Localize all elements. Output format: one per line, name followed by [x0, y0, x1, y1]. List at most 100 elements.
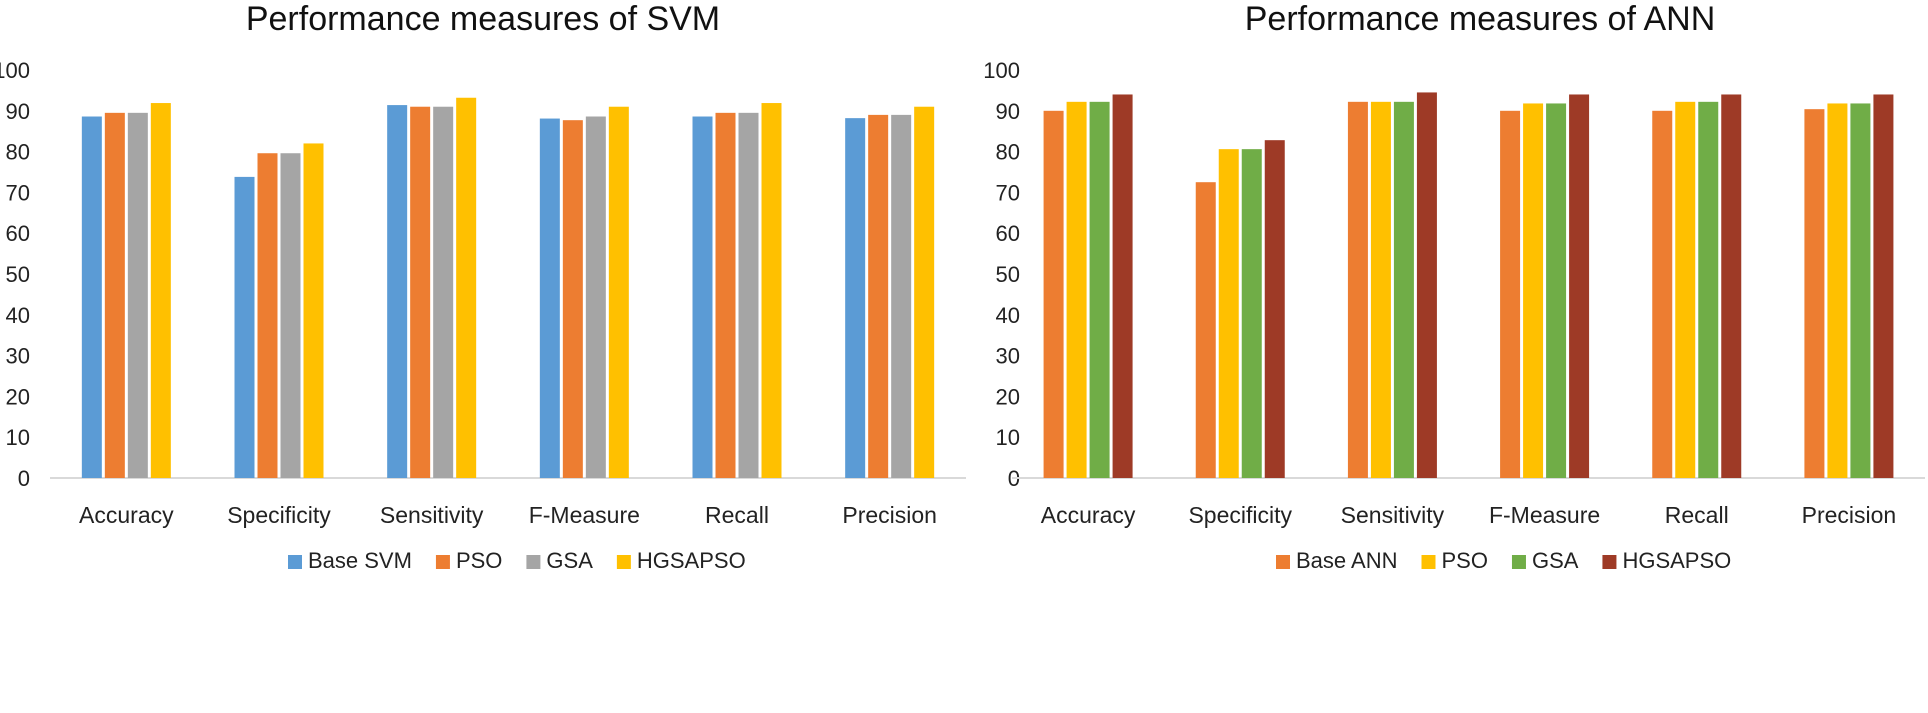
bar-gsa-sensitivity — [1393, 101, 1414, 478]
bar-pso-accuracy — [104, 112, 125, 478]
bar-gsa-precision — [891, 114, 912, 478]
y-tick-label: 0 — [18, 466, 30, 491]
legend: Base ANN PSO GSA HGSAPSO — [1276, 548, 1731, 573]
bar-pso-sensitivity — [1370, 101, 1391, 478]
bar-base-svm-precision — [845, 118, 866, 479]
bar-pso-sensitivity — [410, 106, 431, 478]
bar-base-ann-f-measure — [1500, 110, 1521, 479]
legend-label: HGSAPSO — [637, 548, 746, 573]
y-tick-label: 70 — [6, 180, 30, 205]
bar-gsa-specificity — [1241, 149, 1262, 479]
y-tick-label: 70 — [996, 180, 1020, 205]
legend-swatch — [1511, 555, 1526, 569]
y-tick-label: 20 — [996, 384, 1020, 409]
legend-label: HGSAPSO — [1622, 548, 1731, 573]
bar-hgsapso-precision — [914, 106, 935, 478]
y-tick-label: 80 — [996, 140, 1020, 165]
x-tick-label: Accuracy — [1041, 502, 1136, 528]
bar-pso-recall — [715, 112, 736, 478]
bar-base-svm-f-measure — [539, 118, 560, 478]
y-tick-label: 100 — [983, 58, 1020, 83]
bar-hgsapso-recall — [1721, 94, 1742, 478]
bar-gsa-f-measure — [1546, 103, 1567, 479]
bar-hgsapso-accuracy — [150, 103, 171, 478]
x-tick-label: F-Measure — [1489, 502, 1600, 528]
legend: Base SVM PSO GSA HGSAPSO — [288, 548, 746, 573]
chart-title: Performance measures of SVM — [246, 0, 720, 38]
bar-pso-precision — [868, 114, 889, 478]
legend-swatch — [526, 555, 541, 569]
bar-base-ann-sensitivity — [1347, 101, 1368, 478]
legend-swatch — [1276, 555, 1290, 569]
bar-base-ann-recall — [1652, 110, 1673, 479]
bar-gsa-accuracy — [1089, 101, 1110, 478]
y-tick-label: 30 — [6, 344, 30, 369]
y-tick-label: 30 — [996, 344, 1020, 369]
bar-gsa-accuracy — [127, 112, 148, 478]
bar-pso-f-measure — [1523, 103, 1544, 479]
y-tick-label: 10 — [6, 425, 30, 450]
bar-hgsapso-sensitivity — [456, 97, 477, 478]
y-tick-label: 50 — [6, 262, 30, 287]
bar-pso-precision — [1827, 103, 1848, 479]
y-tick-label: 20 — [6, 384, 30, 409]
x-tick-label: Sensitivity — [1341, 502, 1445, 528]
chart-1: Performance measures of SVM 0 10 20 30 40 50 60… — [0, 0, 966, 573]
bar-base-ann-accuracy — [1043, 110, 1064, 479]
x-tick-label: Specificity — [1188, 502, 1292, 528]
bar-hgsapso-sensitivity — [1416, 92, 1437, 478]
bar-gsa-precision — [1850, 103, 1871, 479]
bar-hgsapso-specificity — [1264, 140, 1285, 478]
bar-base-svm-specificity — [234, 176, 255, 478]
legend-swatch — [1602, 555, 1617, 569]
bar-pso-accuracy — [1066, 101, 1087, 478]
legend-swatch — [288, 555, 302, 569]
y-tick-label: 80 — [6, 140, 30, 165]
x-tick-label: Recall — [705, 502, 769, 528]
bar-base-ann-precision — [1804, 109, 1825, 478]
bar-base-svm-sensitivity — [387, 105, 408, 478]
bar-gsa-f-measure — [585, 116, 606, 479]
y-tick-label: 60 — [996, 221, 1020, 246]
y-tick-label: 60 — [6, 221, 30, 246]
bar-hgsapso-recall — [761, 103, 782, 478]
bar-hgsapso-accuracy — [1112, 94, 1133, 478]
bar-hgsapso-f-measure — [1569, 94, 1590, 478]
x-tick-label: Sensitivity — [380, 502, 484, 528]
y-tick-label: 90 — [6, 99, 30, 124]
bar-pso-specificity — [257, 153, 278, 478]
x-tick-label: Recall — [1665, 502, 1729, 528]
bar-gsa-recall — [738, 112, 759, 478]
legend-swatch — [435, 555, 450, 569]
legend-label: Base SVM — [308, 548, 412, 573]
bar-base-ann-specificity — [1195, 182, 1216, 478]
bar-base-svm-recall — [692, 116, 713, 479]
x-tick-label: Precision — [1802, 502, 1897, 528]
x-tick-label: F-Measure — [529, 502, 640, 528]
x-tick-label: Specificity — [227, 502, 331, 528]
bar-pso-recall — [1675, 101, 1696, 478]
legend-label: GSA — [546, 548, 593, 573]
legend-swatch — [1421, 555, 1436, 569]
bar-gsa-sensitivity — [433, 106, 454, 478]
bar-hgsapso-precision — [1873, 94, 1894, 478]
y-tick-label: 10 — [996, 425, 1020, 450]
x-tick-label: Precision — [842, 502, 937, 528]
y-tick-label: 50 — [996, 262, 1020, 287]
bar-base-svm-accuracy — [81, 116, 102, 479]
y-tick-label: 40 — [6, 303, 30, 328]
bar-hgsapso-specificity — [303, 143, 324, 478]
bar-hgsapso-f-measure — [608, 106, 629, 478]
y-tick-label: 90 — [996, 99, 1020, 124]
legend-swatch — [616, 555, 631, 569]
bar-gsa-recall — [1698, 101, 1719, 478]
y-tick-label: 40 — [996, 303, 1020, 328]
x-tick-label: Accuracy — [79, 502, 174, 528]
bar-pso-specificity — [1218, 149, 1239, 479]
bar-gsa-specificity — [280, 153, 301, 478]
bar-pso-f-measure — [562, 120, 583, 479]
chart-title: Performance measures of ANN — [1245, 0, 1716, 38]
legend-label: GSA — [1532, 548, 1579, 573]
